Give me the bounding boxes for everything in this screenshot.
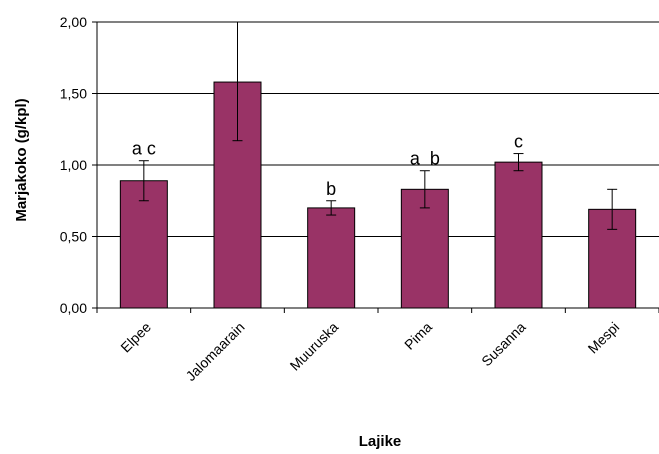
y-tick-label: 1,50 bbox=[60, 86, 87, 102]
bars bbox=[119, 81, 637, 309]
x-tick-label: Susanna bbox=[478, 319, 529, 370]
y-tick-label: 2,00 bbox=[60, 14, 87, 30]
error-bars bbox=[138, 21, 618, 230]
y-axis-label: Marjakoko (g/kpl) bbox=[13, 98, 30, 221]
y-tick-label: 0,50 bbox=[60, 229, 87, 245]
bar-elpee bbox=[119, 180, 168, 309]
significance-label: c bbox=[514, 132, 523, 152]
y-tick-label: 1,00 bbox=[60, 157, 87, 173]
significance-label: a b bbox=[410, 149, 440, 169]
x-tick-label: Pima bbox=[401, 319, 435, 353]
y-tick-label: 0,00 bbox=[60, 300, 87, 316]
bar-muuruska bbox=[307, 207, 356, 309]
x-tick-labels: Elpee Jalomaarain Muuruska Pima Susanna Mespi bbox=[117, 319, 622, 384]
x-tick-label: Muuruska bbox=[287, 319, 342, 374]
significance-labels: a c b a b c bbox=[132, 132, 523, 199]
y-tick-labels: 0,00 0,50 1,00 1,50 2,00 bbox=[60, 14, 87, 316]
gridlines bbox=[97, 21, 659, 237]
bar-pima bbox=[400, 188, 449, 309]
bar-susanna bbox=[494, 161, 543, 309]
x-tick-label: Jalomaarain bbox=[182, 319, 247, 384]
x-tick-label: Mespi bbox=[585, 319, 623, 357]
significance-label: a c bbox=[132, 139, 156, 159]
x-axis-label: Lajike bbox=[359, 433, 402, 450]
x-tick-label: Elpee bbox=[117, 319, 154, 356]
axes bbox=[92, 21, 659, 313]
significance-label: b bbox=[326, 179, 336, 199]
